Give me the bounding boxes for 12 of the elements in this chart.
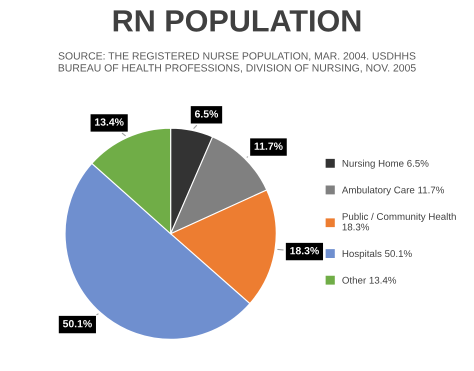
chart-subtitle: SOURCE: THE REGISTERED NURSE POPULATION, MAR. 2004. USDHHS BUREAU OF HEALTH PROFESSIONS, DIVISION OF NURSING, NOV. 2005 bbox=[58, 52, 416, 73]
chart-title: RN POPULATION bbox=[114, 10, 360, 32]
data-label: 50.1% bbox=[62, 320, 92, 328]
legend-label: Hospitals 50.1% bbox=[342, 250, 412, 259]
legend-label: Other 13.4% bbox=[342, 276, 396, 284]
data-label: 13.4% bbox=[95, 118, 124, 126]
legend-label: Nursing Home 6.5% bbox=[342, 160, 429, 169]
legend-label: Ambulatory Care 11.7% bbox=[342, 186, 444, 196]
data-label: 18.3% bbox=[290, 247, 319, 254]
legend-label: Public / Community Health 18.3% bbox=[342, 212, 456, 230]
data-label: 11.7% bbox=[254, 142, 283, 150]
data-label: 6.5% bbox=[194, 110, 218, 118]
